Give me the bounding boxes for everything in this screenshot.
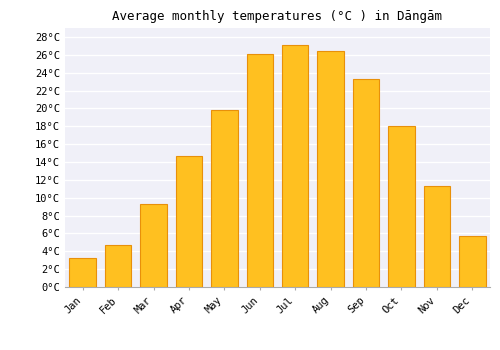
Bar: [176, 156, 202, 287]
Bar: [211, 110, 238, 287]
Bar: [459, 236, 485, 287]
Bar: [105, 245, 132, 287]
Bar: [282, 45, 308, 287]
Bar: [353, 79, 380, 287]
Bar: [424, 186, 450, 287]
Bar: [388, 126, 414, 287]
Bar: [246, 54, 273, 287]
Title: Average monthly temperatures (°C ) in Dāngām: Average monthly temperatures (°C ) in Dā…: [112, 10, 442, 23]
Bar: [140, 204, 167, 287]
Bar: [70, 258, 96, 287]
Bar: [318, 51, 344, 287]
